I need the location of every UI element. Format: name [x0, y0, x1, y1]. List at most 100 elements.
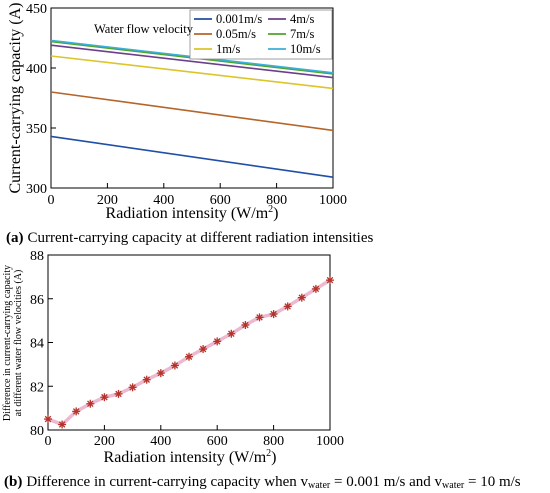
panel-b-x-tick-label-1: 200	[94, 434, 115, 449]
panel-b-x-axis-title-main: Radiation intensity (W/m	[104, 449, 267, 466]
panel-b-x-axis-title: Radiation intensity (W/m2)	[104, 448, 277, 466]
panel-b-marker-stroke	[115, 390, 122, 398]
panel-b-marker-17	[283, 302, 292, 311]
panel-b-marker-10	[185, 352, 193, 361]
panel-b-marker-8	[156, 369, 165, 378]
panel-b-marker-stroke	[58, 421, 66, 428]
panel-a-x-axis-title-end: )	[273, 205, 278, 222]
panel-b-marker-11	[199, 345, 208, 354]
panel-b-y-ticks: 80 82 84 86 88	[30, 249, 53, 439]
panel-b-y-tick-label-0: 80	[30, 424, 44, 439]
panel-a-x-tick-label-0: 0	[48, 193, 55, 208]
panel-b-x-tick-label-2: 400	[150, 434, 171, 449]
panel-b-x-tick-label-4: 800	[263, 434, 284, 449]
panel-a-legend-label-5: 10m/s	[290, 42, 321, 56]
panel-a-series-line-1	[50, 91, 334, 132]
panel-b-marker-13	[227, 329, 236, 338]
panel-b-caption-sub2: water	[442, 480, 465, 491]
panel-b-y-axis-title-line2: at different water flow velocities (A)	[13, 270, 24, 417]
panel-b-marker-5	[114, 389, 123, 398]
panel-b-marker-stroke	[312, 285, 320, 293]
panel-b-caption-tag: (b)	[4, 474, 22, 490]
panel-b-marker-20	[326, 276, 334, 285]
panel-a-legend-title: Water flow velocity	[94, 22, 194, 36]
panel-b-marker-stroke	[171, 362, 179, 369]
panel-b-y-tick-label-4: 88	[30, 249, 44, 264]
panel-a-y-tick-label-1: 350	[26, 122, 47, 137]
panel-a-legend-label-1: 0.05m/s	[216, 27, 256, 41]
panel-b-marker-stroke	[284, 303, 291, 310]
panel-b-marker-stroke	[129, 384, 136, 391]
panel-b-marker-stroke	[185, 353, 193, 360]
panel-b-marker-stroke	[242, 321, 249, 329]
panel-b-y-axis-title-line1: Difference in current-carrying capacity	[2, 265, 13, 421]
panel-b-caption-pre: Difference in current-carrying capacity …	[26, 474, 308, 490]
panel-b-markers	[44, 276, 334, 429]
panel-a-caption-tag: (a)	[6, 230, 24, 246]
panel-a-legend-label-4: 7m/s	[290, 27, 314, 41]
panel-a-legend-label-2: 1m/s	[216, 42, 240, 56]
panel-a-y-axis-title: Current-carrying capacity (A)	[7, 2, 24, 193]
panel-a-legend-label-3: 4m/s	[290, 12, 314, 26]
panel-b-y-tick-label-3: 86	[30, 293, 44, 308]
panel-a-x-tick-label-4: 800	[266, 193, 287, 208]
panel-b-marker-stroke	[199, 345, 207, 353]
panel-a: 300 350 400 450 0 200 400 600 800 1000 0.001m/s0…	[6, 2, 373, 246]
panel-b-marker-0	[44, 415, 52, 424]
panel-b-marker-14	[241, 321, 250, 329]
panel-a-legend-box	[189, 9, 333, 60]
panel-b-marker-stroke	[143, 376, 150, 383]
panel-a-legend-label-0: 0.001m/s	[216, 12, 262, 26]
panel-a-series-line-0	[50, 135, 334, 178]
panel-b-marker-stroke	[270, 310, 277, 318]
panel-b-marker-12	[213, 337, 222, 346]
panel-b-y-tick-label-1: 82	[30, 380, 44, 395]
panel-a-y-tick-label-0: 300	[26, 182, 47, 197]
panel-b-marker-9	[170, 361, 179, 370]
panel-b-marker-stroke	[44, 415, 52, 423]
panel-b-marker-stroke	[256, 314, 263, 321]
panel-b-caption-end: = 10 m/s	[464, 474, 521, 490]
panel-b-marker-stroke	[72, 408, 80, 415]
panel-a-x-tick-label-1: 200	[97, 193, 118, 208]
panel-b-marker-stroke	[157, 369, 165, 377]
panel-a-x-tick-label-5: 1000	[319, 193, 347, 208]
panel-b: 80 82 84 86 88 0 200 400 600 800 1000 Difference …	[2, 249, 521, 491]
panel-b-marker-1	[58, 420, 67, 429]
panel-a-x-axis-title-sup: 2	[268, 204, 273, 215]
panel-b-x-tick-label-5: 1000	[316, 434, 344, 449]
panel-b-marker-6	[128, 383, 137, 392]
panel-b-x-tick-label-3: 600	[207, 434, 228, 449]
panel-b-marker-stroke	[101, 393, 108, 401]
panel-b-marker-stroke	[228, 330, 235, 338]
panel-b-marker-stroke	[87, 400, 94, 408]
panel-b-marker-19	[311, 284, 320, 293]
panel-b-marker-16	[269, 310, 278, 319]
panel-b-marker-7	[142, 375, 151, 384]
panel-b-marker-15	[255, 313, 264, 322]
panel-b-marker-stroke	[326, 276, 334, 284]
panel-a-caption: (a) Current-carrying capacity at differen…	[6, 230, 373, 246]
panel-a-y-tick-label-2: 400	[26, 62, 47, 77]
panel-a-y-ticks: 300 350 400 450	[26, 2, 56, 197]
panel-a-x-ticks: 0 200 400 600 800 1000	[48, 183, 347, 208]
panel-a-x-axis-title-main: Radiation intensity (W/m	[106, 205, 269, 222]
panel-a-series-line-3	[50, 44, 334, 79]
panel-b-x-axis-title-sup: 2	[266, 448, 271, 459]
panel-b-marker-2	[72, 407, 81, 416]
panel-a-caption-text: Current-carrying capacity at different r…	[28, 230, 374, 246]
panel-b-x-tick-label-0: 0	[45, 434, 52, 449]
panel-a-series-line-2	[50, 55, 334, 90]
panel-b-marker-stroke	[298, 294, 306, 301]
panel-a-x-axis-title: Radiation intensity (W/m2)	[106, 204, 279, 222]
panel-b-marker-stroke	[213, 338, 221, 345]
panel-b-y-tick-label-2: 84	[30, 337, 44, 352]
panel-a-y-tick-label-3: 450	[26, 2, 47, 17]
panel-b-caption-mid: = 0.001 m/s and v	[330, 474, 442, 490]
panel-a-x-tick-label-3: 600	[210, 193, 231, 208]
panel-b-marker-3	[86, 399, 95, 408]
panel-b-marker-18	[297, 293, 306, 302]
panel-b-x-ticks: 0 200 400 600 800 1000	[45, 425, 344, 449]
